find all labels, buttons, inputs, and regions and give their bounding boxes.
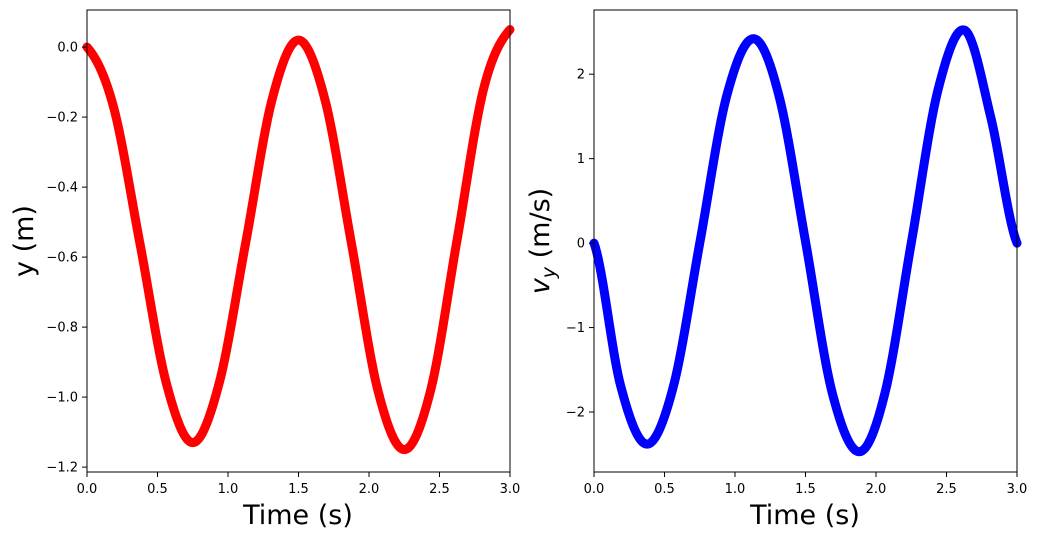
y-tick-label: −0.8 — [46, 321, 78, 336]
x-tick-label: 2.0 — [866, 482, 887, 497]
x-tick-label: 0.0 — [77, 482, 98, 497]
right-y-axis-label: vy (m/s) — [525, 188, 560, 294]
vy-velocity-line — [589, 25, 1022, 457]
right-plot: 0.0 0.5 1.0 1.5 2.0 2.5 3.0 2 1 0 −1 −2 Time (s) v… — [525, 9, 1028, 531]
right-y-axis-label-symbol: v — [525, 277, 556, 294]
series-line — [589, 25, 1022, 457]
y-tick-label: −2 — [566, 406, 585, 421]
x-tick-label: 0.5 — [147, 482, 168, 497]
right-x-ticks: 0.0 0.5 1.0 1.5 2.0 2.5 3.0 — [584, 472, 1028, 497]
left-y-ticks: 0.0 −0.2 −0.4 −0.6 −0.8 −1.0 −1.2 — [46, 41, 87, 476]
y-tick-label: −0.4 — [46, 181, 78, 196]
x-tick-label: 2.5 — [429, 482, 450, 497]
x-tick-label: 1.5 — [288, 482, 309, 497]
right-y-axis-label-subscript: y — [538, 266, 560, 279]
right-x-axis-label: Time (s) — [749, 500, 860, 531]
y-tick-label: −0.2 — [46, 111, 78, 126]
x-tick-label: 1.0 — [218, 482, 239, 497]
x-tick-label: 3.0 — [500, 482, 521, 497]
y-tick-label: 0 — [577, 237, 585, 252]
y-tick-label: 1 — [577, 152, 585, 167]
left-y-axis-label: y (m) — [9, 205, 40, 277]
x-tick-label: 0.0 — [584, 482, 605, 497]
y-position-line — [82, 25, 515, 455]
series-line — [82, 25, 515, 455]
x-tick-label: 1.0 — [725, 482, 746, 497]
right-y-axis-label-units: (m/s) — [525, 188, 556, 267]
y-tick-label: −1.2 — [46, 461, 78, 476]
x-tick-label: 3.0 — [1007, 482, 1028, 497]
left-plot-frame — [86, 9, 511, 473]
y-tick-label: −0.6 — [46, 251, 78, 266]
y-tick-label: 2 — [577, 68, 585, 83]
y-tick-label: 0.0 — [57, 41, 78, 56]
left-x-axis-label: Time (s) — [242, 500, 353, 531]
y-tick-label: −1 — [566, 321, 585, 336]
x-tick-label: 0.5 — [654, 482, 675, 497]
left-x-ticks: 0.0 0.5 1.0 1.5 2.0 2.5 3.0 — [77, 472, 521, 497]
left-plot: 0.0 0.5 1.0 1.5 2.0 2.5 3.0 0.0 −0.2 −0.4 −0.6 −0.… — [9, 9, 521, 531]
x-tick-label: 1.5 — [795, 482, 816, 497]
x-tick-label: 2.0 — [359, 482, 380, 497]
x-tick-label: 2.5 — [936, 482, 957, 497]
y-tick-label: −1.0 — [46, 391, 78, 406]
right-y-ticks: 2 1 0 −1 −2 — [566, 68, 594, 421]
